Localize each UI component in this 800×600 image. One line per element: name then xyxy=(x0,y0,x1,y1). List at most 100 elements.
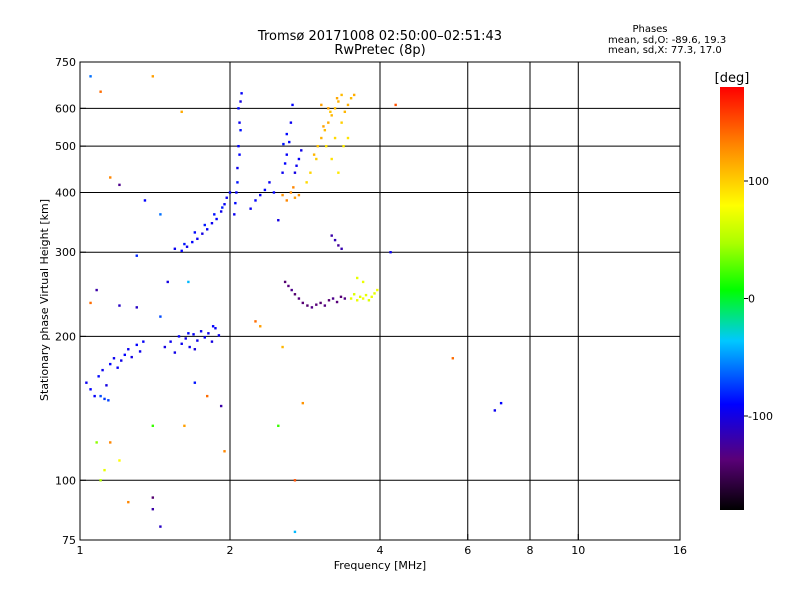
data-point xyxy=(305,181,308,184)
data-point xyxy=(310,306,314,309)
data-point xyxy=(293,171,297,174)
data-point xyxy=(221,206,224,209)
data-point xyxy=(109,362,112,366)
colorbar-tick-label: 100 xyxy=(748,175,769,188)
data-point xyxy=(151,507,155,511)
y-axis-ticks: 75 100 200 300 400 500 600 750 xyxy=(55,56,86,547)
data-point xyxy=(107,399,110,402)
gridlines xyxy=(80,62,680,540)
data-point xyxy=(293,196,297,199)
data-point xyxy=(297,297,301,300)
data-point xyxy=(337,171,340,174)
y-tick-label: 500 xyxy=(55,140,76,153)
data-point xyxy=(288,140,291,144)
data-point xyxy=(105,384,108,387)
data-point xyxy=(249,207,252,210)
data-point xyxy=(93,394,96,398)
data-point xyxy=(184,337,187,340)
data-point xyxy=(301,401,305,405)
data-point xyxy=(352,93,356,97)
data-point xyxy=(214,327,217,330)
data-point xyxy=(239,128,242,132)
data-point xyxy=(327,299,331,302)
data-point xyxy=(205,228,209,231)
data-point xyxy=(97,375,100,378)
data-point xyxy=(151,496,155,499)
data-point xyxy=(315,303,318,306)
data-point xyxy=(283,162,287,165)
data-point xyxy=(333,107,337,110)
x-axis-label: Frequency [MHz] xyxy=(334,559,426,572)
colorbar-tick-label: 0 xyxy=(748,293,755,306)
data-point xyxy=(116,366,119,369)
data-point xyxy=(361,297,365,300)
data-point xyxy=(203,336,206,339)
stats-heading: Phases xyxy=(632,24,667,35)
data-point xyxy=(183,424,186,428)
data-point xyxy=(180,249,183,253)
data-points xyxy=(85,75,503,534)
data-point xyxy=(237,144,240,148)
data-point xyxy=(335,300,339,304)
data-point xyxy=(95,288,98,292)
data-point xyxy=(236,181,239,184)
data-point xyxy=(235,191,238,194)
data-point xyxy=(297,193,301,197)
data-point xyxy=(193,348,197,351)
data-point xyxy=(333,238,337,242)
data-point xyxy=(205,394,209,398)
data-point xyxy=(290,288,293,292)
data-point xyxy=(340,93,343,97)
data-point xyxy=(493,409,497,412)
data-point xyxy=(210,222,214,225)
data-point xyxy=(293,530,297,534)
data-point xyxy=(89,301,92,305)
y-tick-label: 600 xyxy=(55,102,76,115)
data-point xyxy=(196,237,199,241)
data-point xyxy=(343,110,347,114)
x-tick-label: 6 xyxy=(464,544,471,557)
data-point xyxy=(143,199,147,202)
data-point xyxy=(342,144,345,148)
stats-x-line: mean, sd,X: 77.3, 17.0 xyxy=(608,45,722,56)
data-point xyxy=(293,293,297,296)
x-tick-label: 16 xyxy=(673,544,687,557)
data-point xyxy=(213,213,216,216)
data-point xyxy=(185,245,189,248)
data-point xyxy=(358,295,362,299)
data-point xyxy=(118,304,121,307)
colorbar-ticks: -100 0 100 xyxy=(744,175,773,423)
data-point xyxy=(306,304,309,307)
data-point xyxy=(199,330,203,333)
data-point xyxy=(99,394,102,398)
chart-subtitle: RwPretec (8p) xyxy=(334,43,425,58)
data-point xyxy=(331,297,335,300)
data-point xyxy=(187,332,190,335)
data-point xyxy=(173,351,177,354)
data-point xyxy=(238,153,241,156)
data-point xyxy=(361,280,365,284)
data-point xyxy=(159,315,162,318)
data-point xyxy=(207,332,210,335)
data-point xyxy=(330,157,333,161)
x-tick-label: 4 xyxy=(377,544,384,557)
data-point xyxy=(352,293,356,296)
data-point xyxy=(451,357,455,360)
data-point xyxy=(285,132,288,136)
data-point xyxy=(103,397,106,401)
data-point xyxy=(163,345,167,349)
data-point xyxy=(389,251,392,254)
data-point xyxy=(192,333,195,336)
data-point xyxy=(223,203,226,206)
data-point xyxy=(254,320,257,323)
data-point xyxy=(135,254,138,257)
data-point xyxy=(180,342,183,345)
data-point xyxy=(329,110,332,114)
data-point xyxy=(237,107,240,110)
data-point xyxy=(327,107,330,110)
data-point xyxy=(364,293,368,297)
data-point xyxy=(238,121,241,124)
y-tick-label: 200 xyxy=(55,330,76,343)
data-point xyxy=(355,276,359,280)
data-point xyxy=(127,348,130,351)
